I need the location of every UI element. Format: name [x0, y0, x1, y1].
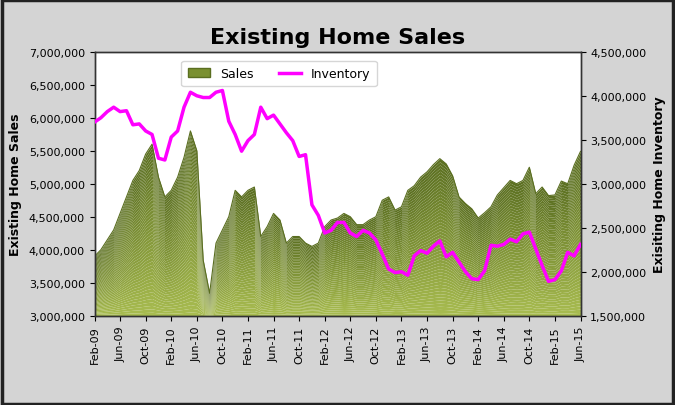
- Title: Existing Home Sales: Existing Home Sales: [210, 28, 465, 48]
- Y-axis label: Existing Home Sales: Existing Home Sales: [9, 113, 22, 255]
- Y-axis label: Exisiting Home Inventory: Exisiting Home Inventory: [653, 96, 666, 273]
- Legend: Sales, Inventory: Sales, Inventory: [182, 62, 377, 87]
